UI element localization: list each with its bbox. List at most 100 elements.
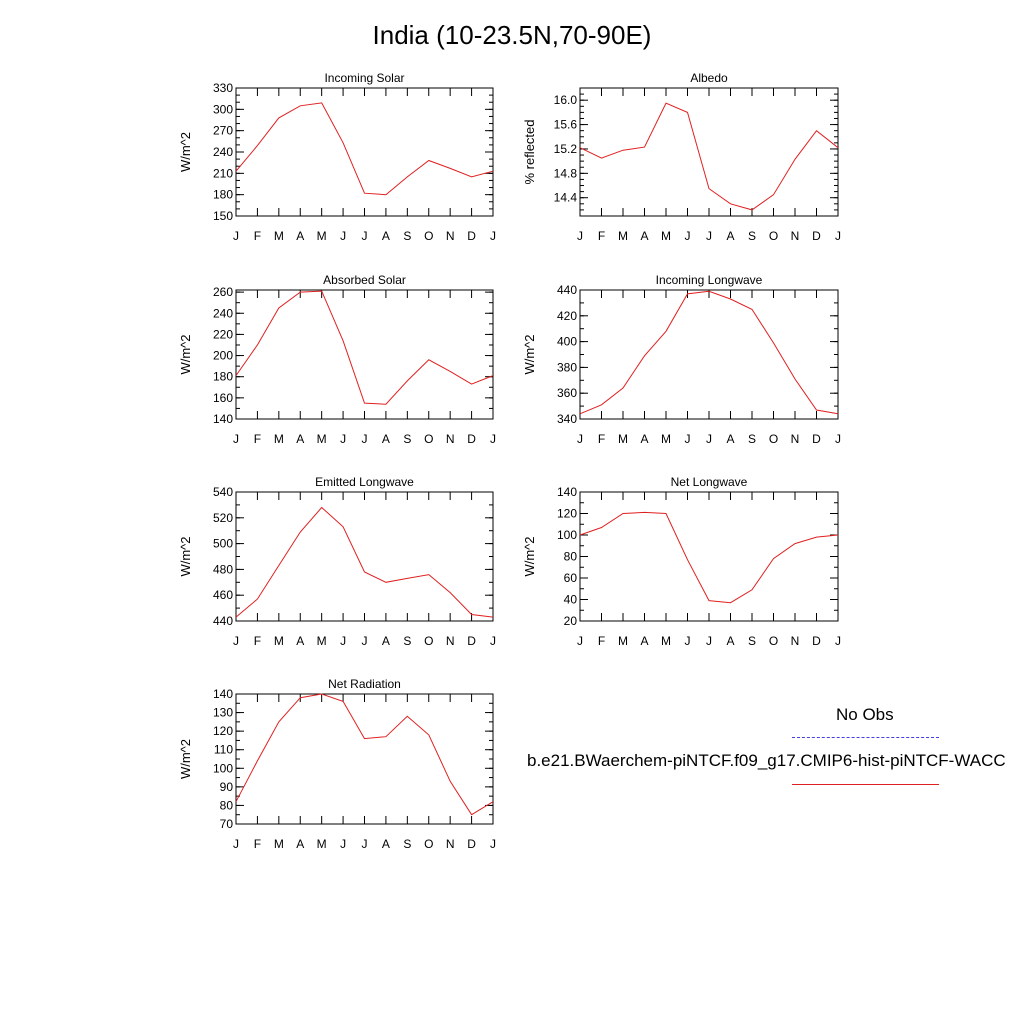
x-tick-label: S bbox=[403, 634, 411, 648]
x-tick-label: N bbox=[446, 837, 455, 851]
y-tick-label: 60 bbox=[564, 571, 578, 585]
series-line bbox=[235, 102, 494, 196]
x-tick-label: D bbox=[467, 432, 476, 446]
panel-title: Emitted Longwave bbox=[315, 475, 414, 489]
series-line bbox=[579, 102, 839, 211]
y-axis-label: W/m^2 bbox=[178, 739, 193, 779]
y-axis-label: W/m^2 bbox=[522, 334, 537, 374]
x-tick-label: A bbox=[726, 634, 734, 648]
y-tick-label: 480 bbox=[213, 562, 233, 576]
x-tick-label: A bbox=[640, 634, 648, 648]
x-tick-label: N bbox=[791, 229, 800, 243]
y-tick-label: 14.8 bbox=[554, 166, 578, 180]
x-tick-label: J bbox=[233, 229, 239, 243]
x-tick-label: M bbox=[317, 229, 327, 243]
y-tick-label: 500 bbox=[213, 537, 233, 551]
x-tick-label: F bbox=[598, 432, 605, 446]
plot-frame bbox=[235, 693, 494, 825]
x-tick-label: A bbox=[296, 634, 304, 648]
y-tick-label: 220 bbox=[213, 327, 233, 341]
panel-7: Net Radiation W/m^2 70 80 90 100 110 120 130 140 J… bbox=[178, 677, 496, 851]
panel-title: Albedo bbox=[690, 71, 728, 85]
x-tick-label: A bbox=[640, 432, 648, 446]
y-tick-label: 14.4 bbox=[554, 191, 578, 205]
x-tick-label: D bbox=[812, 229, 821, 243]
plot-frame bbox=[579, 289, 839, 420]
y-axis-label: W/m^2 bbox=[178, 536, 193, 576]
x-tick-label: O bbox=[424, 432, 433, 446]
x-tick-label: N bbox=[446, 229, 455, 243]
x-tick-label: J bbox=[233, 837, 239, 851]
y-tick-label: 180 bbox=[213, 370, 233, 384]
x-tick-label: J bbox=[340, 432, 346, 446]
x-tick-label: J bbox=[835, 634, 841, 648]
y-axis-label: % reflected bbox=[522, 119, 537, 184]
panel-title: Incoming Longwave bbox=[656, 273, 763, 287]
x-tick-label: M bbox=[274, 432, 284, 446]
x-tick-label: M bbox=[618, 229, 628, 243]
x-tick-label: A bbox=[640, 229, 648, 243]
series-line bbox=[235, 506, 494, 618]
y-tick-label: 140 bbox=[213, 412, 233, 426]
y-tick-label: 70 bbox=[220, 817, 234, 831]
y-tick-label: 460 bbox=[213, 588, 233, 602]
x-tick-label: A bbox=[382, 432, 390, 446]
x-tick-label: N bbox=[446, 432, 455, 446]
panel-title: Net Radiation bbox=[328, 677, 401, 691]
y-tick-label: 140 bbox=[557, 485, 577, 499]
x-tick-label: J bbox=[577, 634, 583, 648]
x-tick-label: D bbox=[467, 634, 476, 648]
x-tick-label: A bbox=[726, 432, 734, 446]
y-tick-label: 360 bbox=[557, 386, 577, 400]
x-tick-label: J bbox=[577, 229, 583, 243]
series-line bbox=[235, 693, 494, 816]
x-tick-label: J bbox=[362, 837, 368, 851]
x-tick-label: M bbox=[618, 432, 628, 446]
x-tick-label: O bbox=[424, 634, 433, 648]
y-tick-label: 80 bbox=[564, 550, 578, 564]
x-tick-label: M bbox=[317, 634, 327, 648]
x-tick-label: J bbox=[362, 634, 368, 648]
x-tick-label: M bbox=[274, 229, 284, 243]
x-tick-label: A bbox=[382, 634, 390, 648]
y-tick-label: 110 bbox=[214, 743, 233, 757]
x-tick-label: S bbox=[403, 837, 411, 851]
y-tick-label: 270 bbox=[213, 124, 233, 138]
y-tick-label: 380 bbox=[557, 360, 577, 374]
panel-1: Incoming Solar W/m^2 150 180 210 240 270 300 330… bbox=[178, 71, 496, 243]
x-tick-label: J bbox=[340, 634, 346, 648]
y-tick-label: 90 bbox=[220, 780, 234, 794]
y-tick-label: 16.0 bbox=[554, 93, 578, 107]
y-tick-label: 340 bbox=[557, 412, 577, 426]
x-tick-label: F bbox=[254, 229, 261, 243]
x-tick-label: J bbox=[706, 229, 712, 243]
y-tick-label: 440 bbox=[557, 283, 577, 297]
x-tick-label: S bbox=[748, 432, 756, 446]
panel-title: Absorbed Solar bbox=[323, 273, 406, 287]
x-tick-label: D bbox=[467, 229, 476, 243]
x-tick-label: S bbox=[748, 634, 756, 648]
x-tick-label: F bbox=[598, 229, 605, 243]
x-tick-label: J bbox=[490, 432, 496, 446]
y-tick-label: 15.6 bbox=[554, 118, 578, 132]
x-tick-label: J bbox=[835, 229, 841, 243]
y-tick-label: 150 bbox=[213, 209, 233, 223]
x-tick-label: A bbox=[726, 229, 734, 243]
y-tick-label: 80 bbox=[220, 798, 234, 812]
x-tick-label: D bbox=[812, 634, 821, 648]
plot-frame bbox=[235, 491, 494, 622]
x-tick-label: M bbox=[317, 432, 327, 446]
x-tick-label: F bbox=[254, 837, 261, 851]
x-tick-label: D bbox=[467, 837, 476, 851]
panel-4: Incoming Longwave W/m^2 340 360 380 400 420 440… bbox=[522, 273, 841, 446]
y-tick-label: 160 bbox=[213, 391, 233, 405]
x-tick-label: J bbox=[233, 634, 239, 648]
x-tick-label: J bbox=[490, 634, 496, 648]
y-tick-label: 300 bbox=[213, 102, 233, 116]
x-tick-label: J bbox=[362, 432, 368, 446]
series-line bbox=[235, 290, 494, 405]
y-tick-label: 20 bbox=[564, 614, 578, 628]
x-tick-label: M bbox=[317, 837, 327, 851]
panel-3: Absorbed Solar W/m^2 140 160 180 200 220 240 260… bbox=[178, 273, 496, 446]
